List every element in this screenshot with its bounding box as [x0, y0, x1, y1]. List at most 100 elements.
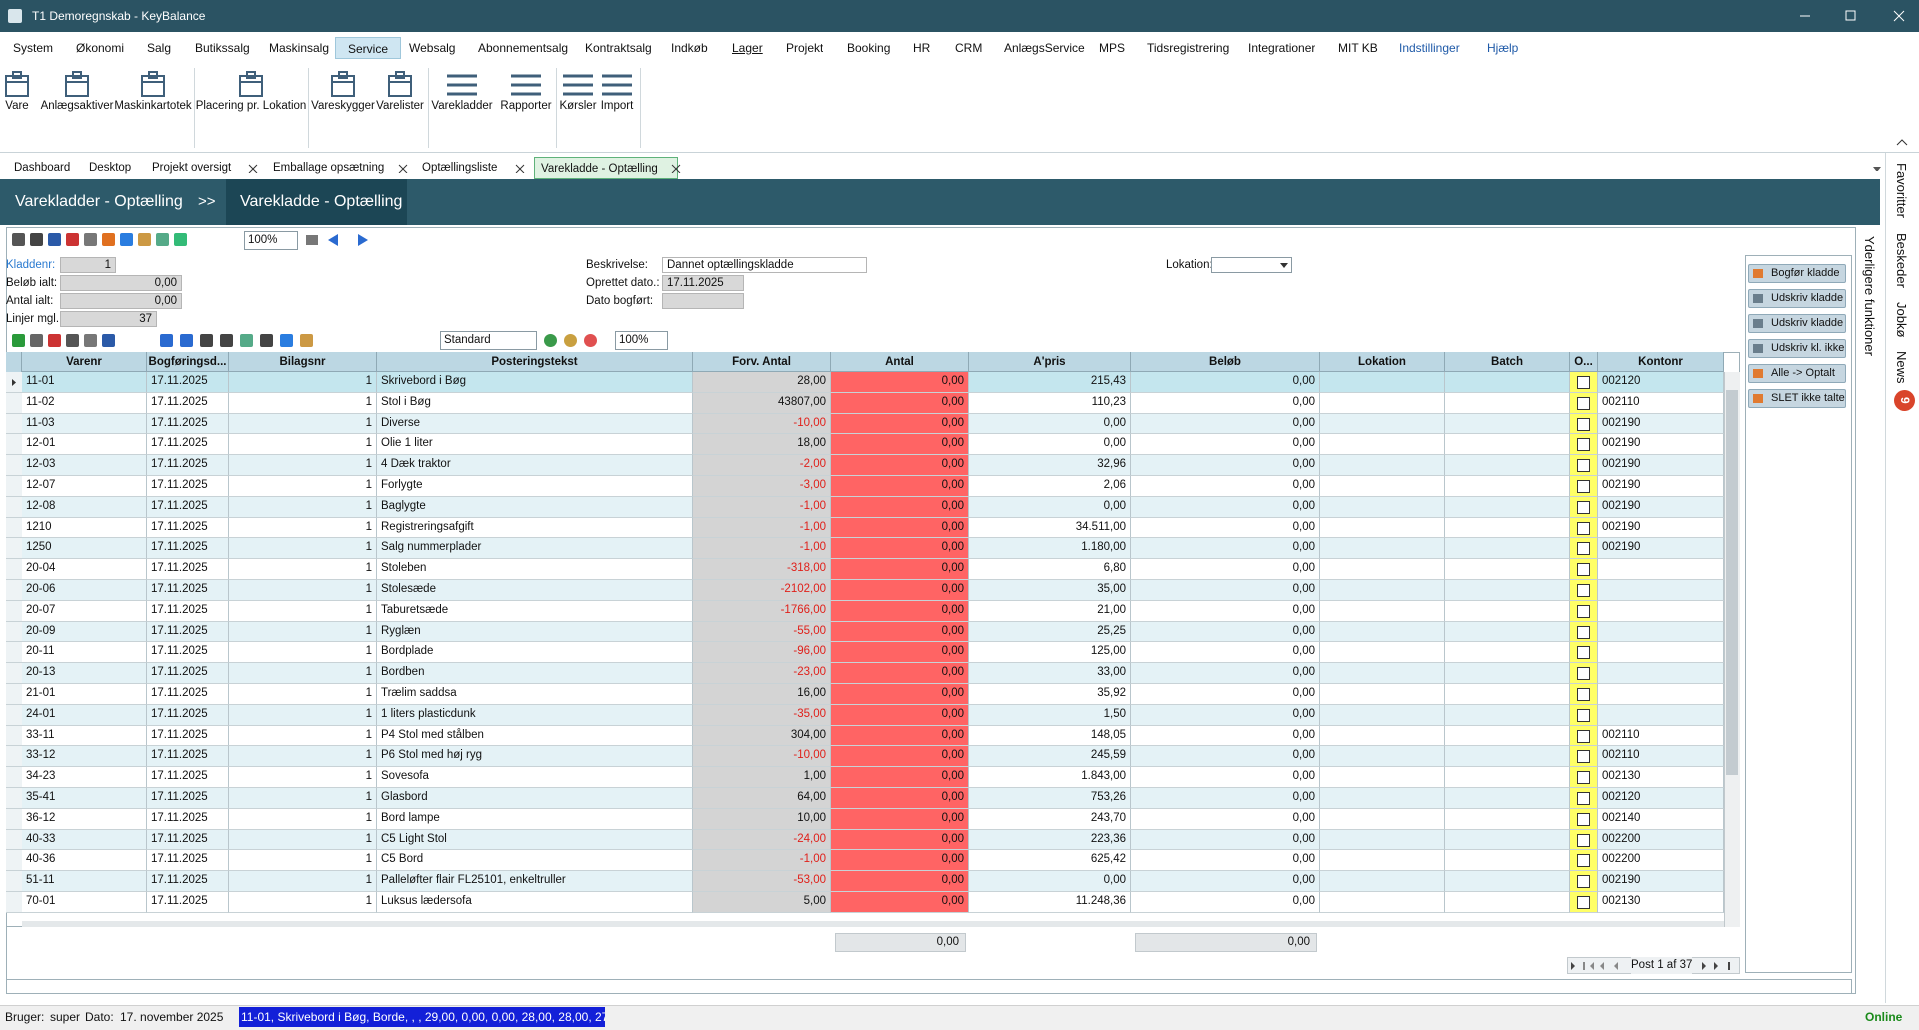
table-cell[interactable]: 25,25	[969, 621, 1131, 643]
table-cell[interactable]: 17.11.2025	[147, 621, 229, 643]
table-cell[interactable]: Stoleben	[377, 559, 693, 580]
grid-tool[interactable]	[160, 334, 173, 347]
table-cell[interactable]: 28,00	[693, 372, 831, 393]
table-cell[interactable]	[1598, 580, 1724, 601]
table-cell[interactable]: 002190	[1598, 455, 1724, 476]
checkbox[interactable]	[1577, 438, 1590, 452]
ribbon-button[interactable]: Varelister	[376, 100, 424, 112]
table-cell[interactable]: -10,00	[693, 746, 831, 768]
menu-item[interactable]: Hjælp	[1487, 41, 1519, 55]
column-header[interactable]: Forv. Antal	[693, 352, 831, 372]
table-cell[interactable]	[1320, 850, 1445, 872]
table-cell[interactable]: 17.11.2025	[147, 829, 229, 851]
table-cell[interactable]: 0,00	[831, 496, 969, 518]
table-cell[interactable]: 002140	[1598, 808, 1724, 830]
table-cell[interactable]: 0,00	[831, 829, 969, 851]
table-cell[interactable]: 002200	[1598, 850, 1724, 872]
ribbon-button[interactable]: Rapporter	[500, 100, 552, 112]
table-cell[interactable]: 34-23	[22, 767, 147, 788]
checkbox[interactable]	[1577, 833, 1590, 847]
ribbon-button[interactable]: Kørsler	[559, 100, 597, 112]
table-cell[interactable]	[1320, 455, 1445, 476]
table-cell[interactable]	[1445, 413, 1570, 435]
table-cell[interactable]	[1320, 892, 1445, 913]
grid-tool[interactable]	[102, 334, 115, 347]
table-cell[interactable]: 1 liters plasticdunk	[377, 704, 693, 726]
table-cell[interactable]: C5 Bord	[377, 850, 693, 872]
table-cell[interactable]: 0,00	[831, 892, 969, 913]
table-cell[interactable]	[1598, 704, 1724, 726]
table-cell[interactable]: 002110	[1598, 725, 1724, 747]
table-cell[interactable]: 002110	[1598, 746, 1724, 768]
ribbon-button[interactable]: Vare	[5, 100, 29, 112]
menu-item[interactable]: Økonomi	[76, 41, 125, 55]
table-cell[interactable]: -2,00	[693, 455, 831, 476]
table-cell[interactable]: 17.11.2025	[147, 434, 229, 456]
table-cell[interactable]	[1445, 392, 1570, 414]
table-cell[interactable]: 0,00	[831, 746, 969, 768]
table-cell[interactable]: 304,00	[693, 725, 831, 747]
table-cell[interactable]	[1320, 642, 1445, 664]
checkbox[interactable]	[1577, 792, 1590, 805]
table-cell[interactable]: 1	[229, 455, 377, 476]
table-cell[interactable]: 002190	[1598, 496, 1724, 518]
table-cell[interactable]: -318,00	[693, 559, 831, 580]
table-cell[interactable]: Registreringsafgift	[377, 517, 693, 539]
table-cell[interactable]: 17.11.2025	[147, 808, 229, 830]
table-cell[interactable]: 0,00	[1131, 496, 1320, 518]
table-cell[interactable]	[1445, 476, 1570, 497]
checkbox[interactable]	[1577, 521, 1590, 535]
menu-item[interactable]: Maskinsalg	[269, 41, 330, 55]
table-cell[interactable]: 0,00	[1131, 413, 1320, 435]
table-cell[interactable]: 20-09	[22, 621, 147, 643]
side-panel-label[interactable]: Yderligere funktioner	[1862, 236, 1877, 356]
grid-tool[interactable]	[280, 334, 293, 347]
table-cell[interactable]: 17.11.2025	[147, 559, 229, 580]
table-cell[interactable]	[1445, 600, 1570, 622]
table-cell[interactable]: 10,00	[693, 808, 831, 830]
table-cell[interactable]: 1	[229, 642, 377, 664]
table-cell[interactable]: 002190	[1598, 413, 1724, 435]
checkbox[interactable]	[1577, 417, 1590, 431]
grid-tool[interactable]	[30, 334, 43, 347]
checkbox[interactable]	[1577, 750, 1590, 764]
menu-item[interactable]: Integrationer	[1248, 41, 1316, 55]
layout-select[interactable]: Standard	[440, 331, 537, 350]
table-cell[interactable]: Baglygte	[377, 496, 693, 518]
table-cell[interactable]: -24,00	[693, 829, 831, 851]
tab-close[interactable]	[671, 163, 681, 173]
table-cell[interactable]: 17.11.2025	[147, 580, 229, 601]
table-cell[interactable]: 0,00	[1131, 434, 1320, 456]
table-cell[interactable]	[1445, 663, 1570, 684]
sidebar-tab[interactable]: Jobkø	[1894, 302, 1909, 338]
menu-item[interactable]: HR	[913, 41, 931, 55]
table-cell[interactable]: Skrivebord i Bøg	[377, 372, 693, 393]
table-cell[interactable]: -1,00	[693, 850, 831, 872]
toolbar-button[interactable]	[174, 233, 187, 246]
table-cell[interactable]	[1320, 538, 1445, 560]
table-cell[interactable]	[1570, 788, 1598, 809]
table-cell[interactable]: 0,00	[831, 476, 969, 497]
column-header[interactable]: Posteringstekst	[377, 352, 693, 372]
table-cell[interactable]: 1,00	[693, 767, 831, 788]
action-button[interactable]: Udskriv kladde	[1748, 289, 1846, 308]
table-cell[interactable]	[1570, 871, 1598, 892]
checkbox[interactable]	[1577, 729, 1590, 743]
table-cell[interactable]: 17.11.2025	[147, 871, 229, 892]
table-cell[interactable]: 17.11.2025	[147, 746, 229, 768]
form-field[interactable]: Dannet optællingskladde	[662, 257, 867, 273]
menu-item[interactable]: Lager	[732, 41, 763, 55]
table-cell[interactable]: 21,00	[969, 600, 1131, 622]
table-cell[interactable]: 20-06	[22, 580, 147, 601]
table-cell[interactable]: C5 Light Stol	[377, 829, 693, 851]
checkbox[interactable]	[1577, 625, 1590, 639]
toolbar-button[interactable]	[30, 233, 43, 246]
table-cell[interactable]	[1570, 496, 1598, 518]
table-cell[interactable]: 0,00	[1131, 455, 1320, 476]
table-cell[interactable]	[1598, 663, 1724, 684]
table-cell[interactable]: 12-01	[22, 434, 147, 456]
grid-tool[interactable]	[180, 334, 193, 347]
menu-item[interactable]: Projekt	[786, 41, 824, 55]
table-cell[interactable]: 12-07	[22, 476, 147, 497]
table-cell[interactable]	[1445, 767, 1570, 788]
